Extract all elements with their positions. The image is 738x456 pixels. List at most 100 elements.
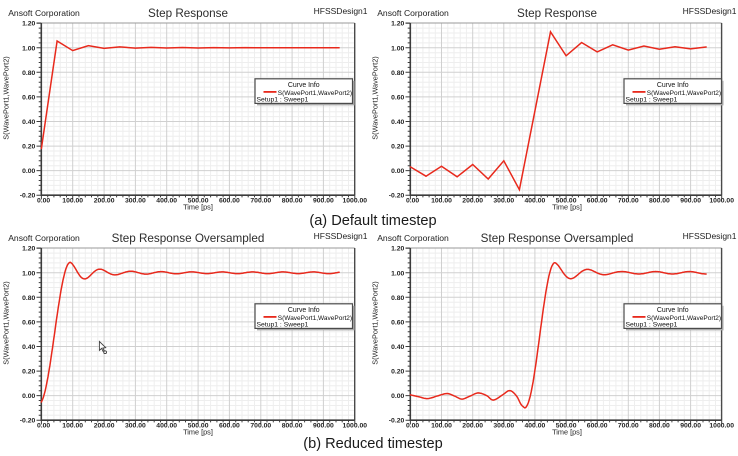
svg-text:200.00: 200.00 <box>94 198 115 205</box>
svg-text:500.00: 500.00 <box>188 198 209 205</box>
svg-text:0.00: 0.00 <box>406 198 419 205</box>
svg-text:0.40: 0.40 <box>391 119 404 126</box>
svg-text:100.00: 100.00 <box>431 198 452 205</box>
svg-text:500.00: 500.00 <box>188 423 209 430</box>
svg-text:S(WavePort1,WavePort2): S(WavePort1,WavePort2) <box>2 281 11 364</box>
svg-text:1.20: 1.20 <box>391 246 404 253</box>
svg-text:600.00: 600.00 <box>219 423 240 430</box>
svg-text:1.20: 1.20 <box>22 246 35 253</box>
svg-text:Step Response Oversampled: Step Response Oversampled <box>112 232 265 245</box>
svg-text:300.00: 300.00 <box>493 198 514 205</box>
svg-text:Ansoft Corporation: Ansoft Corporation <box>8 233 80 243</box>
svg-text:0.40: 0.40 <box>22 119 35 126</box>
svg-text:0.60: 0.60 <box>22 319 35 326</box>
svg-text:-0.20: -0.20 <box>20 193 36 200</box>
svg-text:HFSSDesign1: HFSSDesign1 <box>314 231 368 241</box>
svg-text:Time [ps]: Time [ps] <box>552 427 582 436</box>
svg-text:300.00: 300.00 <box>125 423 146 430</box>
svg-text:Setup1 : Sweep1: Setup1 : Sweep1 <box>626 97 678 104</box>
svg-text:S(WavePort1,WavePort2): S(WavePort1,WavePort2) <box>371 56 380 139</box>
svg-text:300.00: 300.00 <box>493 423 514 430</box>
svg-text:Curve Info: Curve Info <box>657 82 689 89</box>
svg-text:900.00: 900.00 <box>313 198 334 205</box>
svg-text:700.00: 700.00 <box>618 198 639 205</box>
svg-text:0.00: 0.00 <box>22 393 35 400</box>
svg-text:100.00: 100.00 <box>62 198 83 205</box>
svg-text:1.20: 1.20 <box>391 21 404 28</box>
svg-text:HFSSDesign1: HFSSDesign1 <box>314 6 368 16</box>
svg-text:0.40: 0.40 <box>22 344 35 351</box>
svg-text:200.00: 200.00 <box>462 198 483 205</box>
svg-text:0.80: 0.80 <box>22 70 35 77</box>
svg-text:800.00: 800.00 <box>649 423 670 430</box>
svg-text:Setup1 : Sweep1: Setup1 : Sweep1 <box>257 97 309 104</box>
svg-text:0.80: 0.80 <box>22 295 35 302</box>
svg-text:Step Response: Step Response <box>517 7 597 20</box>
svg-text:0.20: 0.20 <box>22 369 35 376</box>
svg-text:700.00: 700.00 <box>250 423 271 430</box>
svg-text:200.00: 200.00 <box>94 423 115 430</box>
svg-text:0.20: 0.20 <box>22 144 35 151</box>
svg-text:500.00: 500.00 <box>556 198 577 205</box>
svg-text:800.00: 800.00 <box>282 198 303 205</box>
svg-text:800.00: 800.00 <box>649 198 670 205</box>
svg-text:Setup1 : Sweep1: Setup1 : Sweep1 <box>257 322 309 329</box>
svg-text:700.00: 700.00 <box>618 423 639 430</box>
svg-text:0.00: 0.00 <box>406 423 419 430</box>
svg-text:400.00: 400.00 <box>525 423 546 430</box>
svg-text:0.60: 0.60 <box>391 319 404 326</box>
svg-text:0.80: 0.80 <box>391 295 404 302</box>
svg-text:1.00: 1.00 <box>22 45 35 52</box>
svg-text:Curve Info: Curve Info <box>657 307 689 314</box>
svg-text:0.60: 0.60 <box>22 94 35 101</box>
svg-text:Curve Info: Curve Info <box>288 307 320 314</box>
svg-text:0.60: 0.60 <box>391 94 404 101</box>
svg-text:S(WavePort1,WavePort2): S(WavePort1,WavePort2) <box>647 90 721 97</box>
svg-text:900.00: 900.00 <box>680 198 701 205</box>
svg-text:900.00: 900.00 <box>680 423 701 430</box>
svg-text:HFSSDesign1: HFSSDesign1 <box>683 6 737 16</box>
svg-text:Setup1 : Sweep1: Setup1 : Sweep1 <box>626 322 678 329</box>
svg-text:0.00: 0.00 <box>37 423 50 430</box>
svg-text:S(WavePort1,WavePort2): S(WavePort1,WavePort2) <box>371 281 380 364</box>
svg-text:400.00: 400.00 <box>525 198 546 205</box>
svg-text:0.00: 0.00 <box>391 393 404 400</box>
svg-text:S(WavePort1,WavePort2): S(WavePort1,WavePort2) <box>278 90 352 97</box>
svg-text:1.00: 1.00 <box>391 45 404 52</box>
svg-text:500.00: 500.00 <box>556 423 577 430</box>
svg-text:400.00: 400.00 <box>156 423 177 430</box>
svg-text:Ansoft Corporation: Ansoft Corporation <box>377 8 449 18</box>
svg-text:0.80: 0.80 <box>391 70 404 77</box>
svg-text:HFSSDesign1: HFSSDesign1 <box>683 231 737 241</box>
svg-text:Time [ps]: Time [ps] <box>183 427 213 436</box>
svg-text:S(WavePort1,WavePort2): S(WavePort1,WavePort2) <box>278 315 352 322</box>
svg-text:1.20: 1.20 <box>22 21 35 28</box>
svg-text:Ansoft Corporation: Ansoft Corporation <box>8 8 80 18</box>
svg-text:1.00: 1.00 <box>391 270 404 277</box>
svg-text:100.00: 100.00 <box>62 423 83 430</box>
svg-text:0.00: 0.00 <box>37 198 50 205</box>
svg-text:800.00: 800.00 <box>282 423 303 430</box>
svg-text:Curve Info: Curve Info <box>288 82 320 89</box>
svg-text:900.00: 900.00 <box>313 423 334 430</box>
svg-text:S(WavePort1,WavePort2): S(WavePort1,WavePort2) <box>2 56 11 139</box>
svg-text:100.00: 100.00 <box>431 423 452 430</box>
svg-text:Time [ps]: Time [ps] <box>183 202 213 211</box>
svg-text:Time [ps]: Time [ps] <box>552 202 582 211</box>
svg-text:600.00: 600.00 <box>219 198 240 205</box>
svg-text:Step Response: Step Response <box>148 7 228 20</box>
svg-text:0.00: 0.00 <box>391 168 404 175</box>
svg-text:1000.00: 1000.00 <box>709 423 734 430</box>
svg-text:300.00: 300.00 <box>125 198 146 205</box>
svg-text:0.40: 0.40 <box>391 344 404 351</box>
svg-text:Ansoft Corporation: Ansoft Corporation <box>377 233 449 243</box>
svg-text:0.20: 0.20 <box>391 144 404 151</box>
svg-text:Step Response Oversampled: Step Response Oversampled <box>481 232 634 245</box>
svg-text:600.00: 600.00 <box>587 423 608 430</box>
svg-text:1000.00: 1000.00 <box>709 198 734 205</box>
svg-text:1000.00: 1000.00 <box>343 198 368 205</box>
svg-text:-0.20: -0.20 <box>20 418 36 425</box>
svg-text:1000.00: 1000.00 <box>343 423 368 430</box>
svg-text:0.00: 0.00 <box>22 168 35 175</box>
svg-text:200.00: 200.00 <box>462 423 483 430</box>
